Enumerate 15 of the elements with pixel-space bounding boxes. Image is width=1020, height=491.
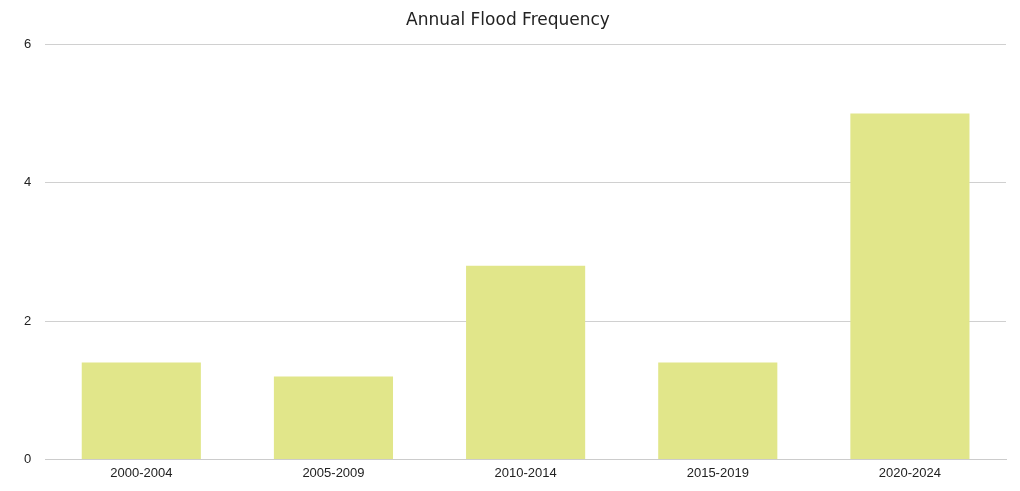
- bar: [273, 376, 394, 459]
- x-tick-label: 2020-2024: [878, 464, 942, 480]
- bar: [81, 362, 201, 459]
- chart-title: Annual Flood Frequency: [406, 8, 610, 29]
- y-tick-label: 2: [24, 312, 32, 328]
- x-tick-label: 2015-2019: [686, 464, 749, 480]
- x-tick-label: 2010-2014: [494, 464, 557, 480]
- y-tick-label: 6: [24, 35, 32, 51]
- x-tick-label: 2000-2004: [110, 464, 173, 480]
- y-tick-label: 4: [24, 174, 32, 190]
- bar: [658, 362, 778, 459]
- x-tick-label: 2005-2009: [302, 464, 365, 480]
- bar: [850, 113, 970, 459]
- bar: [466, 265, 586, 459]
- y-tick-label: 0: [24, 450, 32, 466]
